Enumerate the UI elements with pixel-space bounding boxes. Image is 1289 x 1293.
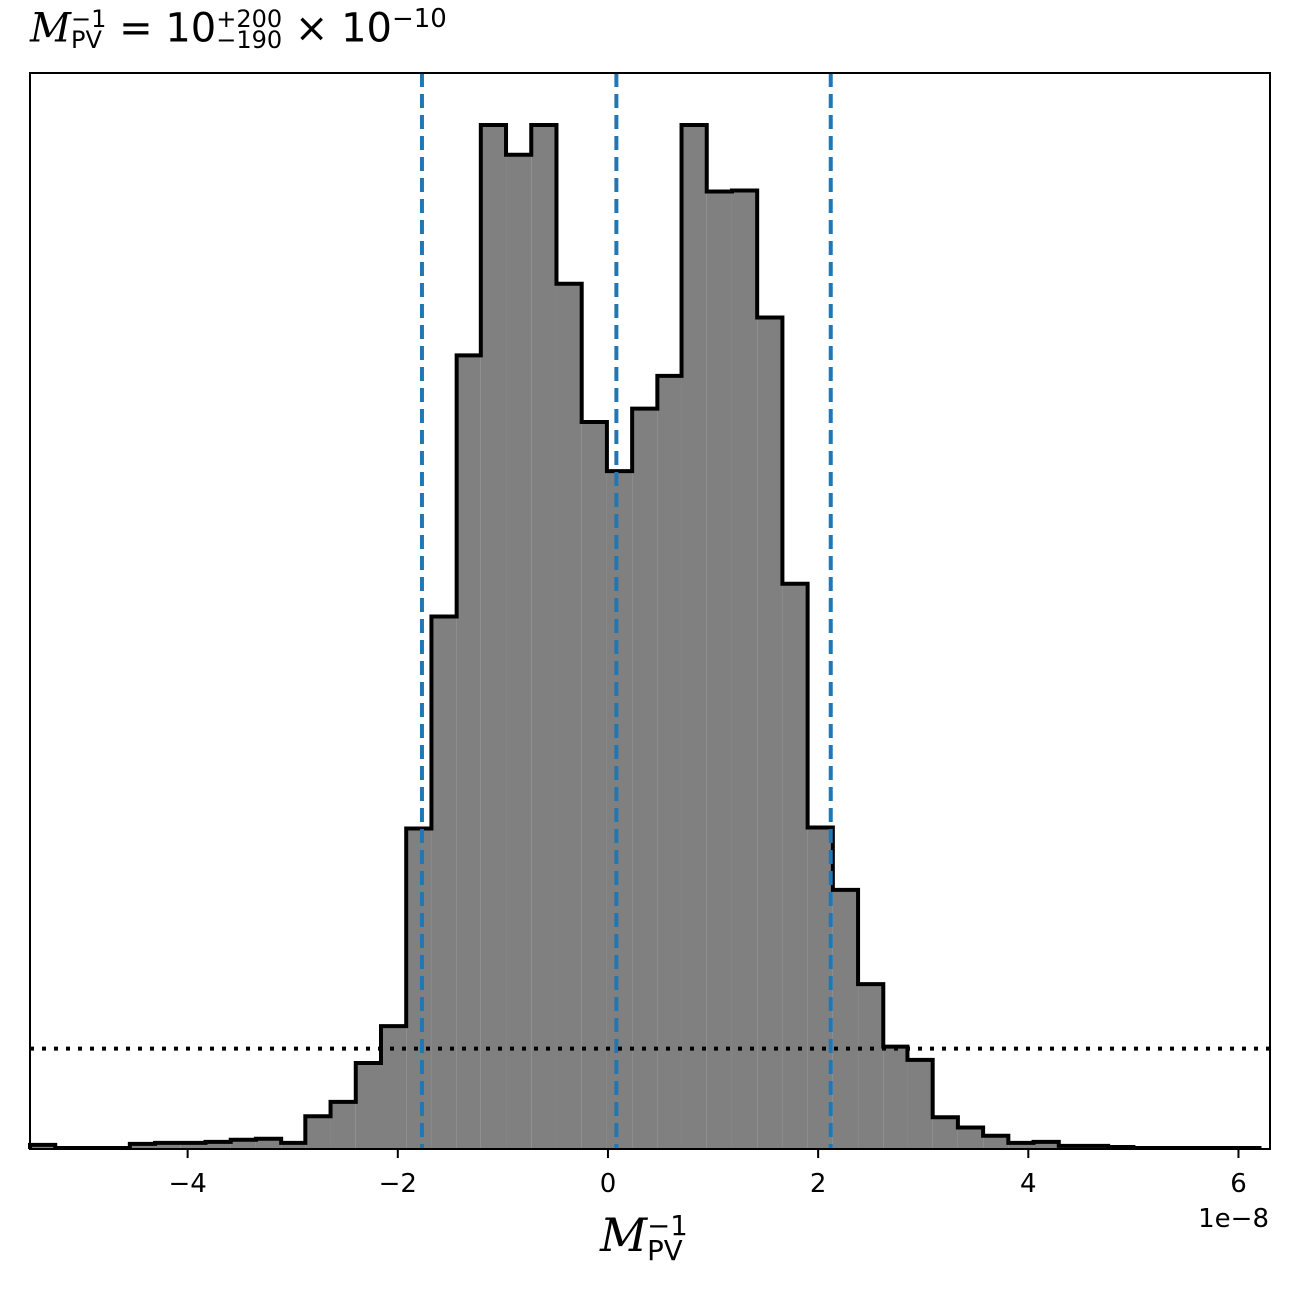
- histogram-bar: [155, 1142, 181, 1149]
- histogram-bar: [681, 125, 707, 1149]
- histogram-bar: [406, 828, 432, 1149]
- histogram-bar: [858, 984, 884, 1149]
- histogram-bar: [907, 1059, 933, 1149]
- histogram-bar: [380, 1026, 407, 1149]
- histogram-bar: [330, 1101, 356, 1149]
- chart-title: M −1 PV = 10 +200 −190 × 10−10: [30, 4, 447, 52]
- x-tick-label: 2: [810, 1169, 827, 1199]
- histogram-bar: [205, 1141, 231, 1149]
- histogram-bar: [807, 827, 833, 1149]
- x-axis-label: M −1 PV: [600, 1208, 688, 1267]
- histogram-bar: [355, 1062, 381, 1149]
- histogram-bar: [782, 583, 808, 1149]
- histogram-bar: [883, 1046, 908, 1149]
- xlabel-sub: PV: [647, 1233, 683, 1267]
- histogram-bar: [531, 125, 557, 1149]
- title-exponent: −10: [391, 4, 447, 34]
- x-axis: −4 −2 0 2 4 6: [168, 1149, 1247, 1199]
- x-tick-label: 0: [600, 1169, 617, 1199]
- axes-frame: [29, 72, 1271, 1150]
- histogram-bar: [1008, 1142, 1034, 1149]
- histogram-bar: [129, 1143, 156, 1149]
- histogram-bar: [305, 1116, 331, 1149]
- histogram-bar: [556, 283, 582, 1150]
- histogram-bar: [30, 1144, 56, 1149]
- title-symbol-sup: −1: [70, 4, 107, 33]
- histogram-bar: [932, 1117, 958, 1149]
- histogram-bar: [180, 1142, 206, 1149]
- x-tick-label: −4: [168, 1169, 206, 1199]
- title-symbol: M: [30, 5, 71, 52]
- histogram-bar: [606, 471, 633, 1149]
- title-symbol-sub: PV: [70, 26, 102, 55]
- histogram-bar: [281, 1142, 306, 1149]
- title-mantissa: 10: [165, 5, 217, 52]
- histogram-bar: [506, 154, 532, 1150]
- x-tick-label: 4: [1020, 1169, 1037, 1199]
- histogram-bar: [832, 889, 859, 1149]
- x-tick-label: 6: [1230, 1169, 1247, 1199]
- histogram-bar: [230, 1139, 256, 1149]
- histogram-bar: [757, 317, 783, 1150]
- xlabel-sup: −1: [647, 1208, 688, 1242]
- x-offset-label: 1e−8: [1198, 1204, 1269, 1234]
- histogram-bar: [431, 616, 457, 1149]
- histogram-bar: [581, 421, 607, 1150]
- histogram-bar: [456, 355, 481, 1149]
- xlabel-symbol: M: [600, 1208, 648, 1262]
- histogram-bar: [957, 1127, 984, 1149]
- x-tick-label: −2: [379, 1169, 417, 1199]
- histogram-outline: [28, 123, 1262, 1150]
- histogram-bar: [657, 375, 682, 1149]
- title-times: × 10: [282, 5, 392, 52]
- histogram-bar: [731, 190, 758, 1149]
- histogram-bar: [480, 125, 507, 1149]
- plot-area: [28, 73, 1270, 1150]
- histogram-bar: [983, 1135, 1009, 1149]
- title-equals: =: [106, 5, 166, 52]
- histogram-bar: [1033, 1141, 1059, 1149]
- histogram-bar: [706, 191, 732, 1149]
- title-err-minus: −190: [216, 26, 283, 55]
- title-err-plus: +200: [216, 4, 283, 33]
- histogram-bar: [632, 408, 658, 1149]
- histogram-bar: [255, 1138, 282, 1149]
